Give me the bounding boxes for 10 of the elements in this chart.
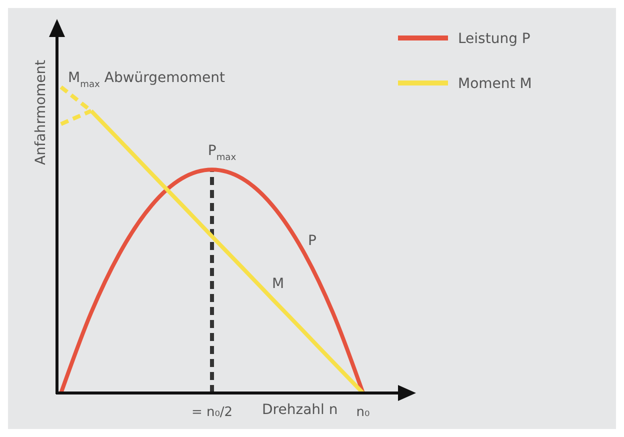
annotation: P$_{max}$	[208, 143, 237, 163]
legend-label: Leistung P	[458, 31, 530, 47]
x-tick-label: n₀	[356, 405, 370, 420]
x-axis-title: Drehzahl n	[262, 402, 338, 418]
x-tick-label: = n₀/2	[191, 405, 233, 420]
annotation: M	[272, 276, 284, 292]
annotation: M$_{max}$ Abwürgemoment	[68, 70, 226, 90]
legend-label: Moment M	[458, 76, 532, 92]
y-axis-title: Anfahrmoment	[33, 59, 49, 165]
annotation: P	[308, 233, 316, 249]
